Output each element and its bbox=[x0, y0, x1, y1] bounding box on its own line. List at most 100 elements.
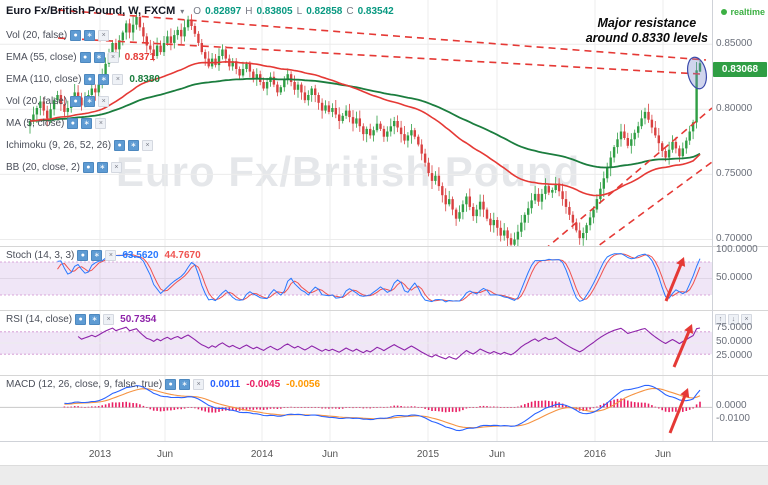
chevron-down-icon[interactable]: ▾ bbox=[180, 6, 185, 16]
price-axis-label: 25.0000 bbox=[716, 350, 753, 361]
visibility-eye-icon[interactable]: ● bbox=[82, 161, 94, 173]
time-axis-label: 2014 bbox=[250, 449, 274, 460]
symbol-title[interactable]: Euro Fx/British Pound, W, FXCM bbox=[6, 5, 176, 17]
indicator-label: Stoch (14, 3, 3) bbox=[6, 250, 75, 261]
candlestick-chart-canvas[interactable] bbox=[0, 0, 712, 246]
indicator-value: 0.8371 bbox=[124, 51, 156, 63]
close-icon[interactable]: × bbox=[105, 250, 117, 261]
price-axis-label: 50.0000 bbox=[716, 336, 753, 347]
visibility-eye-icon[interactable]: ● bbox=[165, 379, 177, 390]
realtime-label: realtime bbox=[730, 7, 765, 17]
visibility-eye-icon[interactable]: ● bbox=[114, 139, 126, 151]
indicator-value: 63.5620 bbox=[122, 250, 159, 261]
settings-gear-icon[interactable]: ∗ bbox=[93, 51, 105, 63]
price-axis-label: 0.75000 bbox=[716, 168, 753, 180]
macd-panel[interactable]: MACD (12, 26, close, 9, false, true) ● ∗ × 0… bbox=[0, 375, 768, 442]
close-icon[interactable]: × bbox=[98, 29, 110, 41]
price-axis-label: 0.85000 bbox=[716, 38, 753, 50]
settings-gear-icon[interactable]: ∗ bbox=[98, 73, 110, 85]
close-icon[interactable]: × bbox=[193, 379, 205, 390]
open-label: O bbox=[193, 5, 202, 17]
price-axis[interactable]: realtime 0.83068 ↑ ↓ × 0.85000 0.80000 0.750… bbox=[712, 0, 768, 441]
price-axis-label: 75.0000 bbox=[716, 322, 753, 333]
indicator-label: MACD (12, 26, close, 9, false, true) bbox=[6, 379, 163, 390]
close-icon[interactable]: × bbox=[98, 95, 110, 107]
close-value: 0.83542 bbox=[357, 5, 394, 17]
indicator-label: Ichimoku (9, 26, 52, 26) bbox=[6, 139, 112, 151]
close-label: C bbox=[346, 5, 354, 17]
close-icon[interactable]: × bbox=[103, 314, 115, 325]
rsi-panel-header: RSI (14, close) ● ∗ × 50.7354 bbox=[6, 314, 156, 325]
visibility-eye-icon[interactable]: ● bbox=[77, 250, 89, 261]
close-icon[interactable]: × bbox=[112, 73, 124, 85]
time-axis-label: 2013 bbox=[88, 449, 112, 460]
indicator-legend-row[interactable]: EMA (110, close) ● ∗ × 0.8380 bbox=[6, 68, 160, 90]
settings-gear-icon[interactable]: ∗ bbox=[81, 117, 93, 129]
close-icon[interactable]: × bbox=[142, 139, 154, 151]
time-axis-label: Jun bbox=[654, 449, 672, 460]
macd-chart-canvas[interactable] bbox=[0, 376, 712, 442]
close-icon[interactable]: × bbox=[110, 161, 122, 173]
price-axis-label: 0.80000 bbox=[716, 103, 753, 115]
indicator-legend-row[interactable]: BB (20, close, 2) ● ∗ × bbox=[6, 156, 160, 178]
indicator-legend-row[interactable]: MA (5, close) ● ∗ × bbox=[6, 112, 160, 134]
indicator-value: 0.8380 bbox=[129, 73, 160, 85]
settings-gear-icon[interactable]: ∗ bbox=[84, 29, 96, 41]
collapse-down-icon[interactable]: ↓ bbox=[728, 314, 739, 325]
settings-gear-icon[interactable]: ∗ bbox=[128, 139, 140, 151]
time-axis[interactable]: 2013 Jun 2014 Jun 2015 Jun 2016 Jun bbox=[0, 441, 768, 465]
settings-gear-icon[interactable]: ∗ bbox=[89, 314, 101, 325]
realtime-dot-icon bbox=[721, 9, 728, 15]
indicator-legend-row[interactable]: Vol (20, false) ● ∗ × bbox=[6, 90, 160, 112]
price-axis-label: 0.0000 bbox=[716, 400, 747, 412]
indicator-legend: Vol (20, false) ● ∗ × EMA (55, close) ● ∗ × 0.83… bbox=[6, 24, 160, 178]
settings-gear-icon[interactable]: ∗ bbox=[96, 161, 108, 173]
settings-gear-icon[interactable]: ∗ bbox=[179, 379, 191, 390]
indicator-label: Vol (20, false) bbox=[6, 95, 68, 107]
indicator-value: -0.0056 bbox=[286, 379, 321, 390]
close-icon[interactable]: × bbox=[95, 117, 107, 129]
symbol-title-row: Euro Fx/British Pound, W, FXCM ▾ O 0.828… bbox=[6, 5, 394, 17]
time-axis-label: Jun bbox=[321, 449, 339, 460]
settings-gear-icon[interactable]: ∗ bbox=[91, 250, 103, 261]
indicator-value: 50.7354 bbox=[120, 314, 157, 325]
stochastic-panel-header: Stoch (14, 3, 3) ● ∗ × 63.5620 44.7670 bbox=[6, 250, 201, 261]
bottom-strip bbox=[0, 465, 768, 485]
rsi-panel[interactable]: RSI (14, close) ● ∗ × 50.7354 bbox=[0, 310, 768, 376]
time-axis-label: Jun bbox=[156, 449, 174, 460]
indicator-legend-row[interactable]: Ichimoku (9, 26, 52, 26) ● ∗ × bbox=[6, 134, 160, 156]
indicator-legend-row[interactable]: Vol (20, false) ● ∗ × bbox=[6, 24, 160, 46]
close-icon[interactable]: × bbox=[741, 314, 752, 325]
indicator-label: RSI (14, close) bbox=[6, 314, 73, 325]
collapse-up-icon[interactable]: ↑ bbox=[715, 314, 726, 325]
price-axis-border bbox=[712, 0, 713, 441]
annotation-line-1: Major resistance bbox=[597, 16, 697, 30]
indicator-label: EMA (110, close) bbox=[6, 73, 82, 85]
high-value: 0.83805 bbox=[256, 5, 293, 17]
stochastic-chart-canvas[interactable] bbox=[0, 247, 712, 311]
time-axis-label: Jun bbox=[488, 449, 506, 460]
price-axis-label: 0.70000 bbox=[716, 233, 753, 245]
visibility-eye-icon[interactable]: ● bbox=[75, 314, 87, 325]
indicator-label: BB (20, close, 2) bbox=[6, 161, 80, 173]
last-price-badge: 0.83068 bbox=[713, 62, 767, 78]
visibility-eye-icon[interactable]: ● bbox=[70, 29, 82, 41]
low-label: L bbox=[296, 5, 303, 17]
rsi-chart-canvas[interactable] bbox=[0, 311, 712, 376]
visibility-eye-icon[interactable]: ● bbox=[70, 95, 82, 107]
indicator-label: EMA (55, close) bbox=[6, 51, 77, 63]
price-axis-label: 100.0000 bbox=[716, 244, 758, 255]
close-icon[interactable]: × bbox=[107, 51, 119, 63]
rsi-panel-controls: ↑ ↓ × bbox=[715, 314, 752, 325]
visibility-eye-icon[interactable]: ● bbox=[84, 73, 96, 85]
main-price-pane[interactable]: Euro Fx/British Pound Euro Fx/British Po… bbox=[0, 0, 712, 246]
visibility-eye-icon[interactable]: ● bbox=[67, 117, 79, 129]
indicator-legend-row[interactable]: EMA (55, close) ● ∗ × 0.8371 bbox=[6, 46, 160, 68]
resistance-annotation[interactable]: Major resistance around 0.8330 levels bbox=[586, 16, 708, 46]
stochastic-panel[interactable]: Stoch (14, 3, 3) ● ∗ × 63.5620 44.7670 bbox=[0, 246, 768, 311]
visibility-eye-icon[interactable]: ● bbox=[79, 51, 91, 63]
annotation-line-2: around 0.8330 levels bbox=[585, 31, 708, 45]
settings-gear-icon[interactable]: ∗ bbox=[84, 95, 96, 107]
ohlc-readout: O 0.82897 H 0.83805 L 0.82858 C 0.83542 bbox=[193, 6, 393, 17]
